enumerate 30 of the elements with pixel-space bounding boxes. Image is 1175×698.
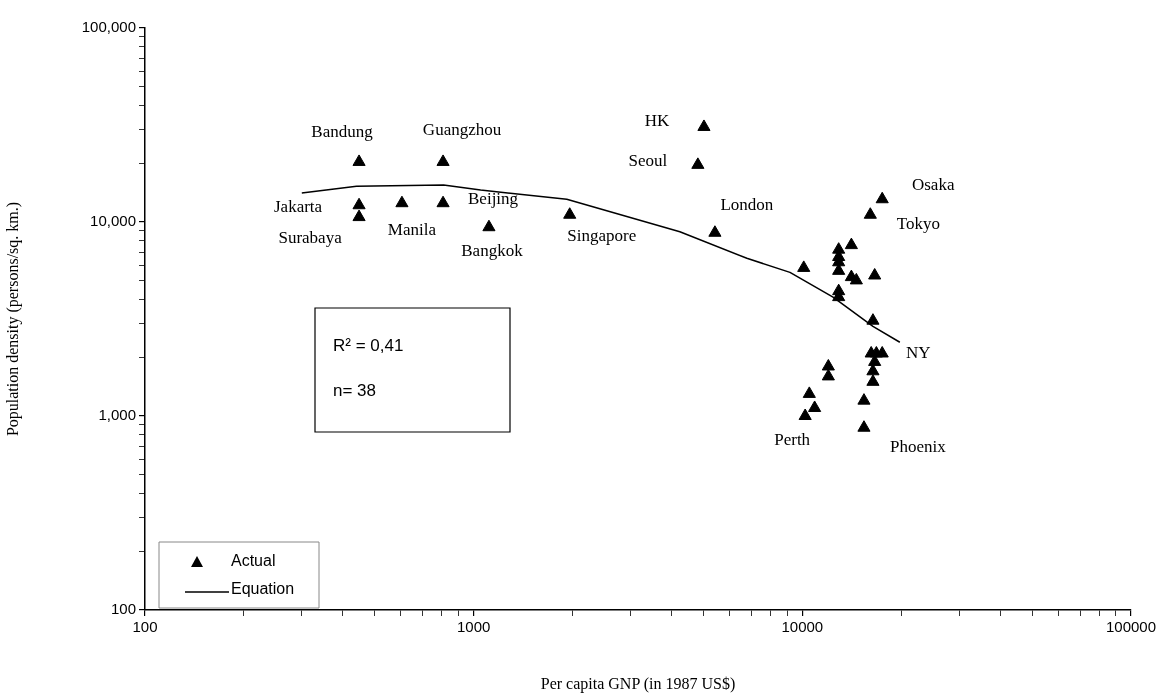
y-tick-label: 100 [110, 600, 136, 618]
annotation: Manila [387, 219, 437, 239]
y-tick-label: 1,000 [98, 406, 136, 424]
x-tick-label: 100000 [1105, 618, 1157, 636]
annotation: Tokyo [896, 214, 940, 234]
x-axis-title: Per capita GNP (in 1987 US$) [540, 674, 736, 693]
annotation: Surabaya [278, 227, 343, 247]
annotation: Guangzhou [422, 120, 502, 140]
annotation: R² = 0,41 [333, 335, 404, 355]
annotation: Bangkok [461, 240, 524, 260]
annotation: Bandung [311, 122, 374, 142]
annotation: Jakarta [273, 196, 323, 216]
x-tick-label: 1000 [456, 618, 491, 636]
annotation: Osaka [911, 174, 955, 194]
x-tick-label: 100 [132, 618, 158, 636]
legend-label: Equation [231, 580, 295, 598]
annotation: Seoul [628, 151, 668, 171]
annotation: Beijing [468, 188, 519, 208]
annotation: NY [905, 342, 931, 362]
annotation: Phoenix [890, 437, 947, 457]
annotation: n= 38 [333, 380, 377, 400]
y-tick-label: 10,000 [90, 212, 136, 230]
annotation: Perth [774, 430, 811, 450]
x-tick-label: 10000 [781, 618, 824, 636]
legend-label: Actual [231, 552, 276, 570]
annotation: HK [644, 111, 670, 131]
annotation: Singapore [567, 226, 637, 246]
y-tick-label: 100,000 [81, 18, 136, 36]
y-axis-title: Population density (persons/sq. km.) [3, 201, 22, 437]
annotation: London [720, 195, 774, 215]
